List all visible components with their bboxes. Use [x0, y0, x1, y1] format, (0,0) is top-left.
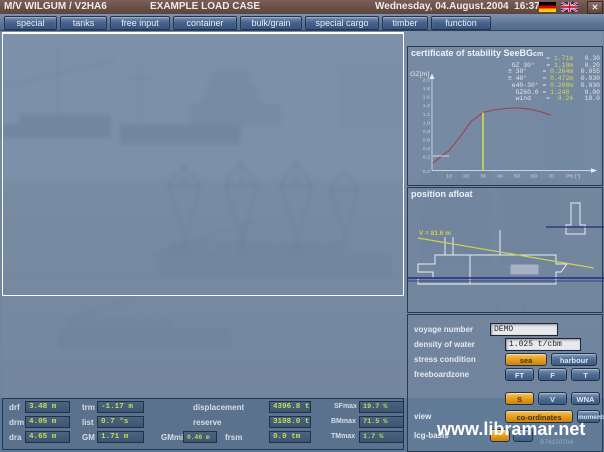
svg-text:0.4: 0.4	[423, 146, 431, 152]
svg-text:1.6: 1.6	[423, 95, 431, 101]
svg-text:1.8: 1.8	[423, 86, 431, 92]
svg-text:1.0: 1.0	[423, 120, 431, 126]
svg-text:60: 60	[531, 174, 537, 180]
svg-text:0.2: 0.2	[423, 155, 431, 161]
svg-text:70: 70	[548, 174, 554, 180]
svg-text:30: 30	[480, 174, 486, 180]
svg-text:2.0: 2.0	[423, 78, 431, 84]
svg-text:V = 81.6 m: V = 81.6 m	[419, 230, 451, 237]
svg-text:10: 10	[446, 174, 452, 180]
svg-text:0.6: 0.6	[423, 138, 431, 144]
svg-text:0.8: 0.8	[423, 129, 431, 135]
svg-text:0.0: 0.0	[423, 169, 431, 175]
svg-text:1.2: 1.2	[423, 112, 431, 118]
svg-text:1.4: 1.4	[423, 103, 431, 109]
svg-text:20: 20	[463, 174, 469, 180]
svg-text:50: 50	[514, 174, 520, 180]
svg-text:Phi [°]: Phi [°]	[566, 174, 581, 180]
svg-text:40: 40	[497, 174, 503, 180]
